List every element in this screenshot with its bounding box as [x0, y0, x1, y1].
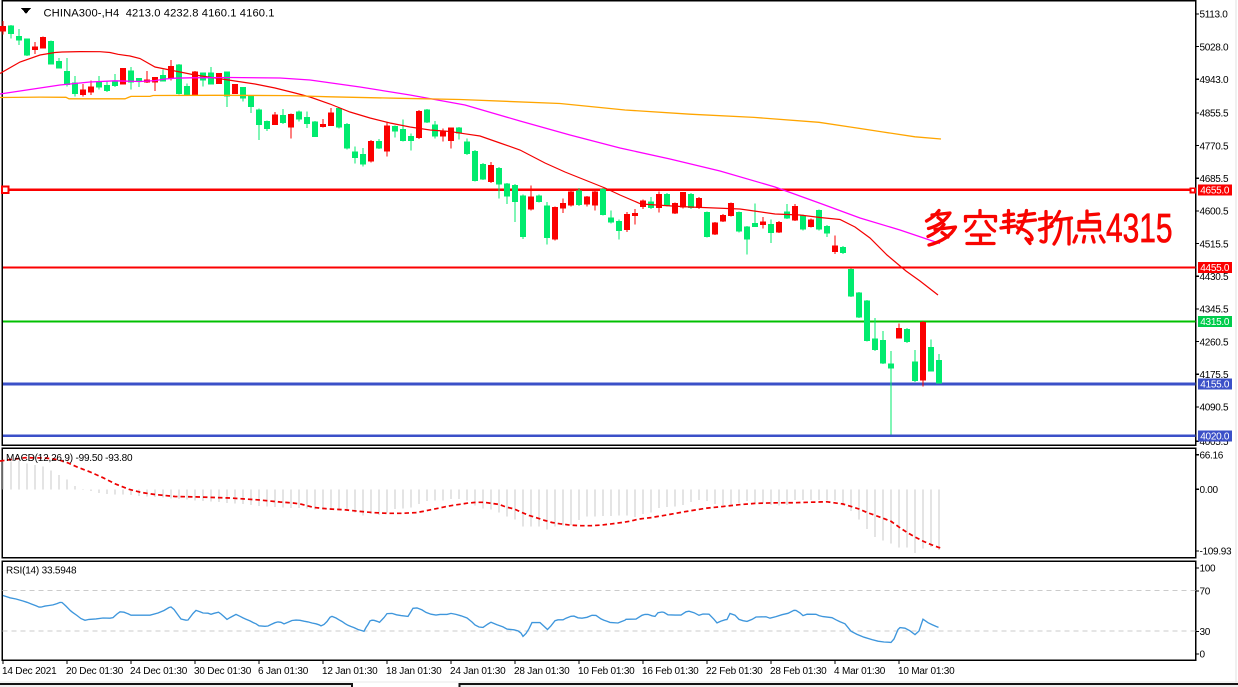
- svg-text:66.16: 66.16: [1200, 450, 1224, 461]
- svg-text:4943.0: 4943.0: [1200, 75, 1230, 86]
- svg-text:20 Dec 01:30: 20 Dec 01:30: [66, 666, 124, 677]
- svg-text:4005.5: 4005.5: [1200, 437, 1230, 448]
- svg-text:4770.5: 4770.5: [1200, 141, 1230, 152]
- svg-text:24 Dec 01:30: 24 Dec 01:30: [130, 666, 188, 677]
- svg-text:4345.5: 4345.5: [1200, 305, 1230, 316]
- svg-text:70: 70: [1200, 587, 1211, 598]
- svg-text:MACD(12,26,9) -99.50 -93.80: MACD(12,26,9) -99.50 -93.80: [6, 453, 133, 464]
- svg-text:4315: 4315: [1106, 205, 1173, 251]
- svg-text:4430.5: 4430.5: [1200, 272, 1230, 283]
- svg-text:5113.0: 5113.0: [1200, 10, 1229, 21]
- svg-text:10 Mar 01:30: 10 Mar 01:30: [898, 666, 955, 677]
- svg-text:4090.5: 4090.5: [1200, 403, 1230, 414]
- svg-text:4175.5: 4175.5: [1200, 370, 1230, 381]
- svg-text:0: 0: [1200, 650, 1206, 661]
- svg-text:4685.5: 4685.5: [1200, 174, 1230, 185]
- svg-text:RSI(14) 33.5948: RSI(14) 33.5948: [6, 566, 77, 577]
- svg-text:0.00: 0.00: [1200, 485, 1219, 496]
- svg-text:28 Jan 01:30: 28 Jan 01:30: [514, 666, 570, 677]
- svg-text:6 Jan 01:30: 6 Jan 01:30: [258, 666, 309, 677]
- svg-text:30: 30: [1200, 627, 1211, 638]
- svg-text:12 Jan 01:30: 12 Jan 01:30: [322, 666, 378, 677]
- svg-text:4 Mar 01:30: 4 Mar 01:30: [834, 666, 886, 677]
- svg-text:18 Jan 01:30: 18 Jan 01:30: [386, 666, 442, 677]
- svg-text:30 Dec 01:30: 30 Dec 01:30: [194, 666, 252, 677]
- svg-text:4515.5: 4515.5: [1200, 239, 1230, 250]
- svg-text:4155.0: 4155.0: [1200, 380, 1230, 391]
- svg-text:16 Feb 01:30: 16 Feb 01:30: [642, 666, 699, 677]
- svg-text:22 Feb 01:30: 22 Feb 01:30: [706, 666, 763, 677]
- svg-text:4020.0: 4020.0: [1200, 431, 1230, 442]
- svg-text:5028.0: 5028.0: [1200, 42, 1230, 53]
- svg-text:4655.0: 4655.0: [1200, 185, 1230, 196]
- svg-text:4600.5: 4600.5: [1200, 207, 1230, 218]
- svg-text:28 Feb 01:30: 28 Feb 01:30: [770, 666, 827, 677]
- svg-text:14 Dec 2021: 14 Dec 2021: [2, 666, 57, 677]
- svg-text:CHINA300-,H4 4213.0 4232.8 41: CHINA300-,H4 4213.0 4232.8 4160.1 4160.1: [44, 7, 275, 19]
- svg-text:24 Jan 01:30: 24 Jan 01:30: [450, 666, 506, 677]
- svg-text:-109.93: -109.93: [1200, 547, 1233, 558]
- svg-text:4855.5: 4855.5: [1200, 109, 1230, 120]
- svg-text:4455.0: 4455.0: [1200, 263, 1230, 274]
- svg-text:100: 100: [1200, 564, 1217, 575]
- svg-text:4260.5: 4260.5: [1200, 337, 1230, 348]
- svg-text:4315.0: 4315.0: [1200, 317, 1230, 328]
- svg-text:10 Feb 01:30: 10 Feb 01:30: [578, 666, 635, 677]
